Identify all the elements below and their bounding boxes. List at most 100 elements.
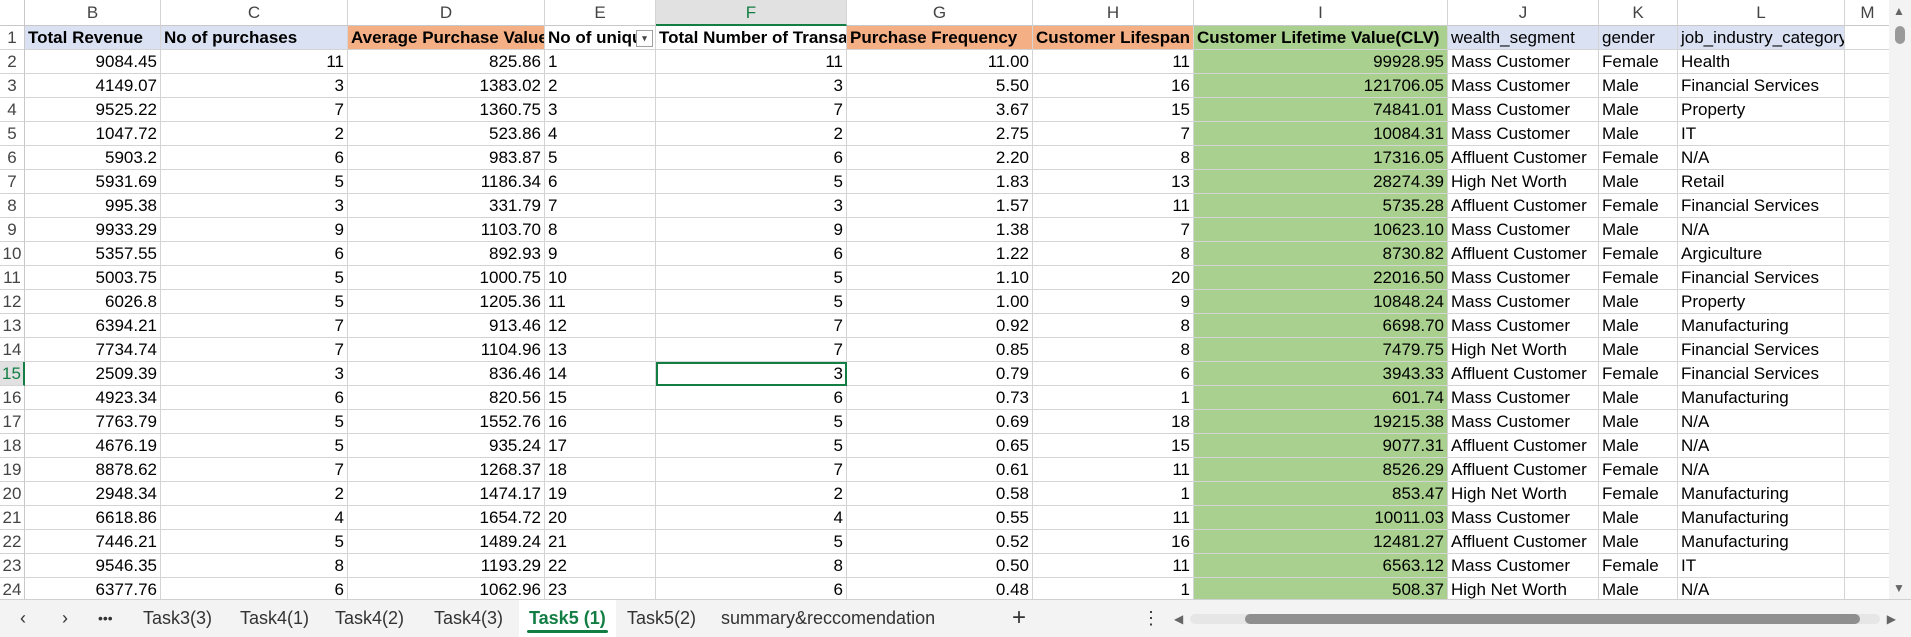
cell-c[interactable]: 7 [161,98,348,122]
row-header[interactable]: 16 [0,386,25,410]
cell-c[interactable]: 4 [161,506,348,530]
cell-c[interactable]: 5 [161,410,348,434]
cell-f[interactable]: 2 [656,482,847,506]
cell-f[interactable]: 6 [656,146,847,170]
horizontal-scrollbar[interactable]: ◀ ▶ [1170,608,1900,628]
cell-j[interactable]: Mass Customer [1448,122,1599,146]
cell-c[interactable]: 6 [161,242,348,266]
cell-d[interactable]: 1268.37 [348,458,545,482]
cell-d[interactable]: 913.46 [348,314,545,338]
cell-j[interactable]: Mass Customer [1448,386,1599,410]
cell-b[interactable]: 995.38 [25,194,161,218]
row-header[interactable]: 9 [0,218,25,242]
cell-l[interactable]: Manufacturing [1678,530,1845,554]
cell-m[interactable] [1845,434,1891,458]
cell-k[interactable]: Male [1599,338,1678,362]
cell-f[interactable]: 4 [656,506,847,530]
cell-f[interactable]: 5 [656,434,847,458]
cell-c[interactable]: 7 [161,458,348,482]
cell-e[interactable]: 8 [545,218,656,242]
cell-h[interactable]: 1 [1033,386,1194,410]
cell-j[interactable]: Affluent Customer [1448,146,1599,170]
cell-d[interactable]: 1552.76 [348,410,545,434]
cell-k[interactable]: Male [1599,122,1678,146]
cell-j[interactable]: Mass Customer [1448,266,1599,290]
cell-f[interactable]: 9 [656,218,847,242]
row-header[interactable]: 4 [0,98,25,122]
cell-c[interactable]: 3 [161,74,348,98]
cell-g[interactable]: 0.92 [847,314,1033,338]
cell-l[interactable]: N/A [1678,458,1845,482]
cell-b[interactable]: 6026.8 [25,290,161,314]
cell-f[interactable]: 3 [656,194,847,218]
cell-k[interactable]: Male [1599,218,1678,242]
cell-g[interactable]: 1.22 [847,242,1033,266]
filter-dropdown-icon[interactable]: ▾ [636,30,653,47]
header-cell[interactable] [1845,26,1891,50]
cell-j[interactable]: Affluent Customer [1448,434,1599,458]
scroll-up-arrow-icon[interactable]: ▲ [1893,4,1905,18]
cell-i[interactable]: 19215.38 [1194,410,1448,434]
cell-h[interactable]: 11 [1033,554,1194,578]
cell-m[interactable] [1845,290,1891,314]
cell-j[interactable]: High Net Worth [1448,170,1599,194]
row-header[interactable]: 14 [0,338,25,362]
cell-c[interactable]: 6 [161,386,348,410]
header-cell[interactable]: Average Purchase Value [348,26,545,50]
cell-i[interactable]: 7479.75 [1194,338,1448,362]
cell-i[interactable]: 28274.39 [1194,170,1448,194]
cell-l[interactable]: Manufacturing [1678,482,1845,506]
cell-b[interactable]: 4676.19 [25,434,161,458]
header-cell[interactable]: job_industry_category [1678,26,1845,50]
cell-d[interactable]: 820.56 [348,386,545,410]
cell-l[interactable]: Financial Services [1678,338,1845,362]
cell-k[interactable]: Male [1599,506,1678,530]
cell-i[interactable]: 22016.50 [1194,266,1448,290]
cell-d[interactable]: 836.46 [348,362,545,386]
row-header[interactable]: 10 [0,242,25,266]
cell-d[interactable]: 1474.17 [348,482,545,506]
cell-m[interactable] [1845,218,1891,242]
cell-d[interactable]: 1193.29 [348,554,545,578]
column-header-e[interactable]: E [545,0,656,26]
cell-d[interactable]: 1205.36 [348,290,545,314]
cell-b[interactable]: 2948.34 [25,482,161,506]
select-all-corner[interactable] [0,0,25,26]
cell-h[interactable]: 9 [1033,290,1194,314]
cell-g[interactable]: 1.57 [847,194,1033,218]
cell-b[interactable]: 5931.69 [25,170,161,194]
cell-j[interactable]: Affluent Customer [1448,194,1599,218]
cell-m[interactable] [1845,98,1891,122]
row-header[interactable]: 19 [0,458,25,482]
cell-c[interactable]: 9 [161,218,348,242]
cell-k[interactable]: Female [1599,554,1678,578]
cell-h[interactable]: 18 [1033,410,1194,434]
horizontal-scroll-thumb[interactable] [1245,614,1860,624]
header-cell[interactable]: Total Revenue [25,26,161,50]
cell-k[interactable]: Male [1599,290,1678,314]
row-header[interactable]: 11 [0,266,25,290]
cell-j[interactable]: Affluent Customer [1448,242,1599,266]
sheet-tab[interactable]: Task5(2) [617,600,706,637]
cell-f[interactable]: 5 [656,530,847,554]
cell-h[interactable]: 8 [1033,242,1194,266]
cell-i[interactable]: 10084.31 [1194,122,1448,146]
sheet-tab[interactable]: Task5 (1) [519,600,616,637]
cell-k[interactable]: Male [1599,578,1678,599]
cell-h[interactable]: 11 [1033,458,1194,482]
cell-l[interactable]: IT [1678,554,1845,578]
cell-l[interactable]: IT [1678,122,1845,146]
cell-h[interactable]: 8 [1033,314,1194,338]
cell-e[interactable]: 20 [545,506,656,530]
cell-i[interactable]: 6563.12 [1194,554,1448,578]
cell-i[interactable]: 10848.24 [1194,290,1448,314]
cell-h[interactable]: 6 [1033,362,1194,386]
cell-d[interactable]: 1383.02 [348,74,545,98]
cell-b[interactable]: 4149.07 [25,74,161,98]
cell-f[interactable]: 7 [656,458,847,482]
cell-e[interactable]: 22 [545,554,656,578]
cell-l[interactable]: N/A [1678,218,1845,242]
cell-h[interactable]: 20 [1033,266,1194,290]
cell-f[interactable]: 6 [656,578,847,599]
cell-g[interactable]: 1.83 [847,170,1033,194]
